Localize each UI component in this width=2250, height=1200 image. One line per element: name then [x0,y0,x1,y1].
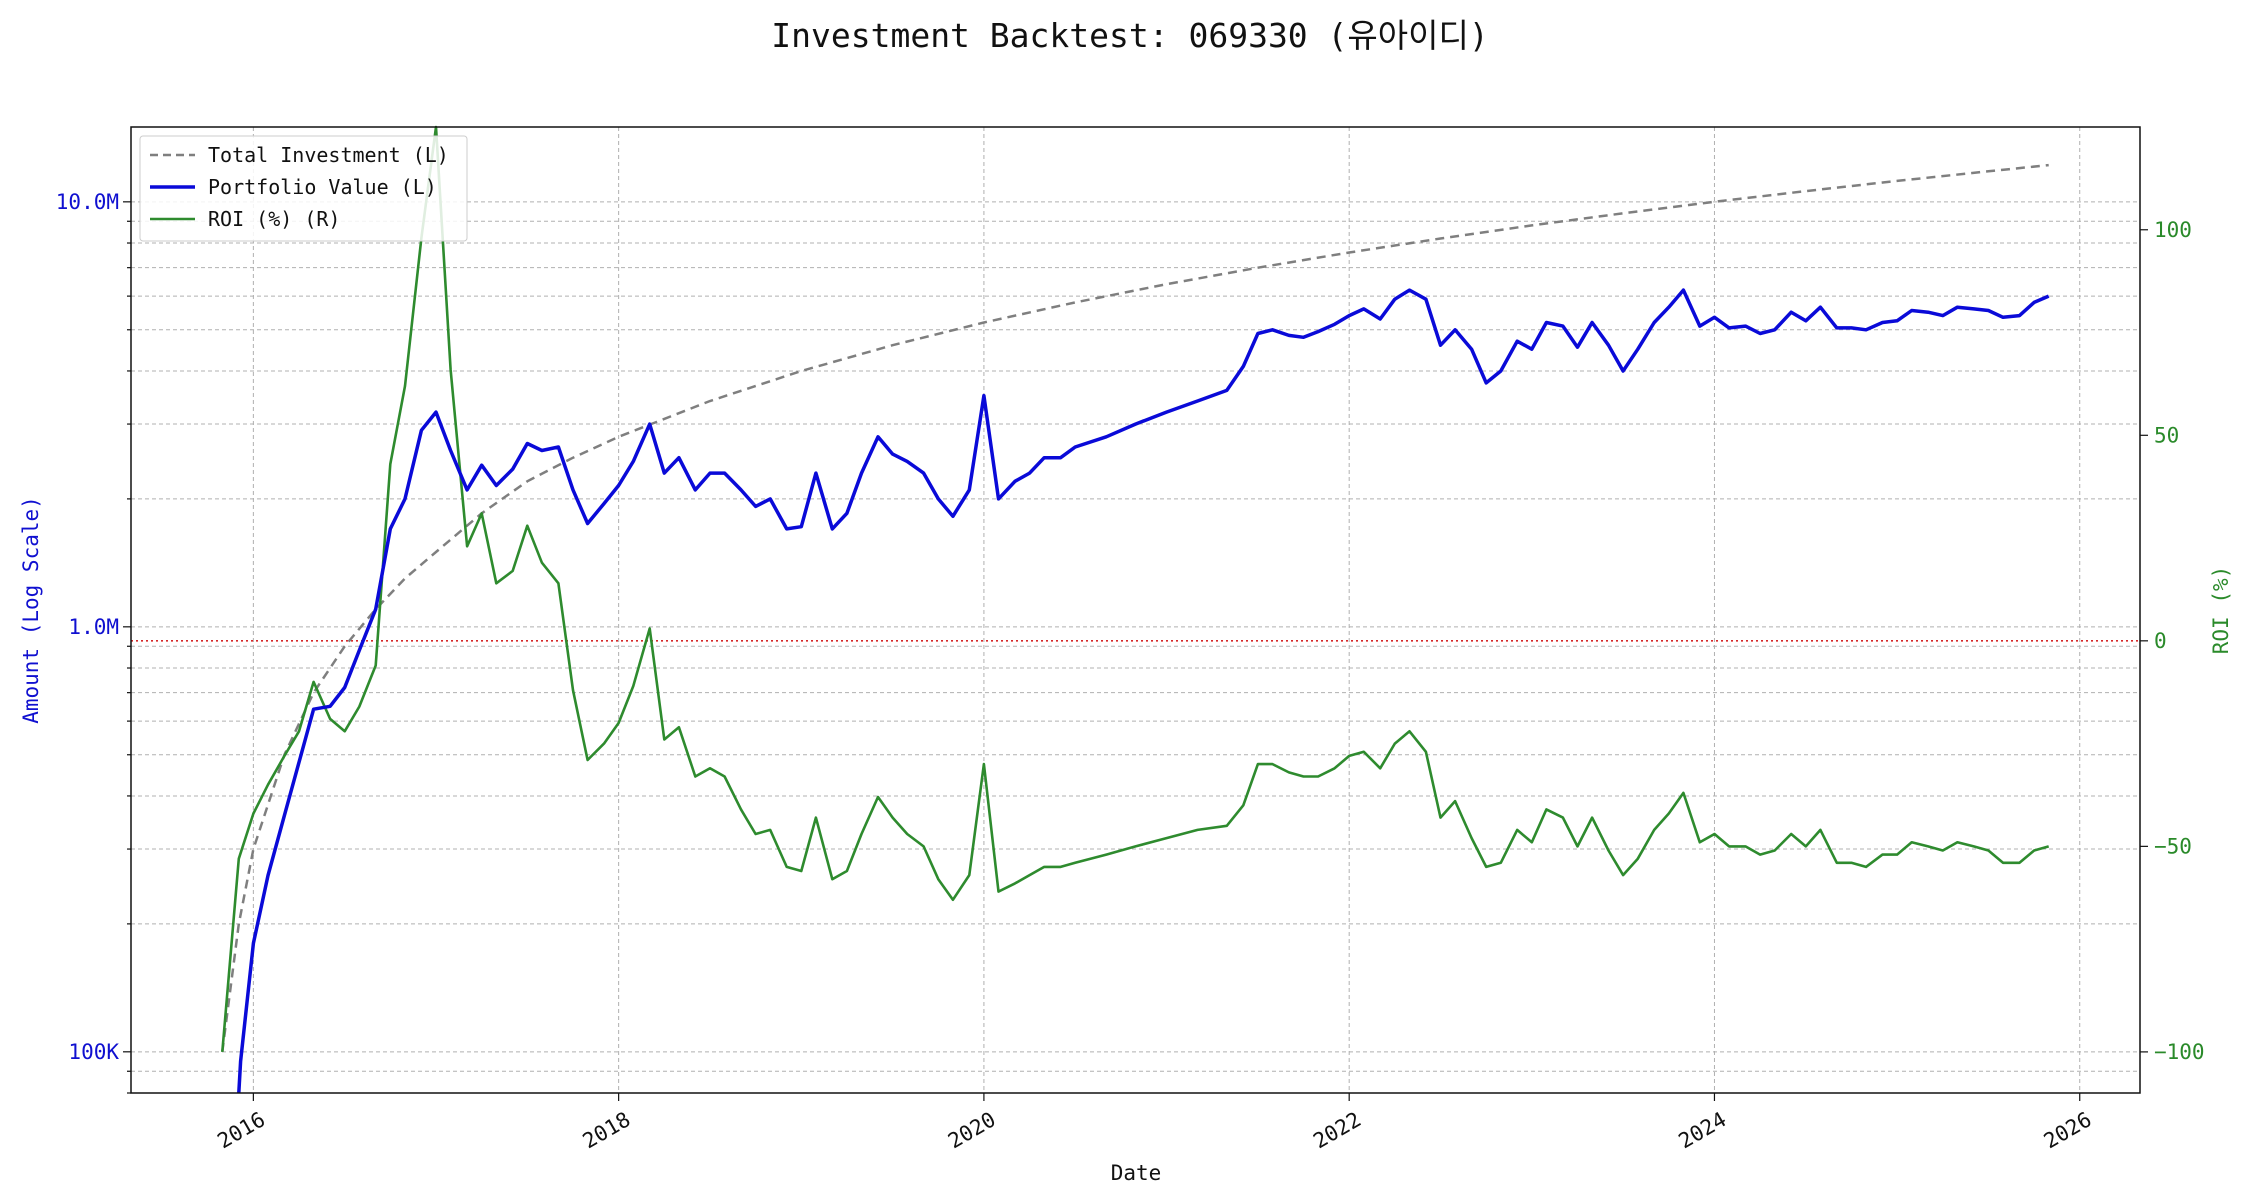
right-tick-label: 0 [2154,629,2167,653]
x-tick-label: 2018 [579,1107,635,1153]
x-tick-label: 2016 [213,1107,269,1153]
left-tick-label: 1.0M [68,615,119,639]
left-axis-ticks: 100K 1.0M 10.0M [56,190,131,1094]
right-tick-label: 50 [2154,423,2179,447]
series-portfolio-value [237,288,2050,1094]
x-tick-label: 2026 [2040,1107,2096,1153]
legend-label-roi: ROI (%) (R) [208,207,340,231]
legend-label-total: Total Investment (L) [208,143,449,167]
right-tick-label: −50 [2154,834,2192,858]
chart-title: Investment Backtest: 069330 (유아이디) [771,16,1488,55]
x-axis-label: Date [1111,1161,1162,1185]
left-axis-label: Amount (Log Scale) [19,496,43,724]
legend-box [139,135,468,242]
right-axis-label: ROI (%) [2209,566,2233,655]
left-tick-label: 100K [68,1040,119,1064]
plot-frame [130,126,2141,1094]
x-axis-ticks: 2016 2018 2020 2022 2024 2026 [213,1093,2096,1153]
x-tick-label: 2024 [1675,1107,1731,1153]
grid-lines [131,127,2140,1094]
series-total-investment [221,163,2049,1052]
legend-label-portfolio: Portfolio Value (L) [208,175,437,199]
right-tick-label: 100 [2154,218,2192,242]
series-roi [221,125,2050,1053]
series-lines [221,125,2050,1094]
legend: Total Investment (L) Portfolio Value (L)… [139,135,468,242]
x-tick-label: 2022 [1309,1107,1365,1153]
left-tick-label: 10.0M [56,190,119,214]
right-tick-label: −100 [2154,1040,2205,1064]
right-axis-ticks: −100 −50 0 50 100 [2140,218,2205,1064]
x-tick-label: 2020 [944,1107,1000,1153]
